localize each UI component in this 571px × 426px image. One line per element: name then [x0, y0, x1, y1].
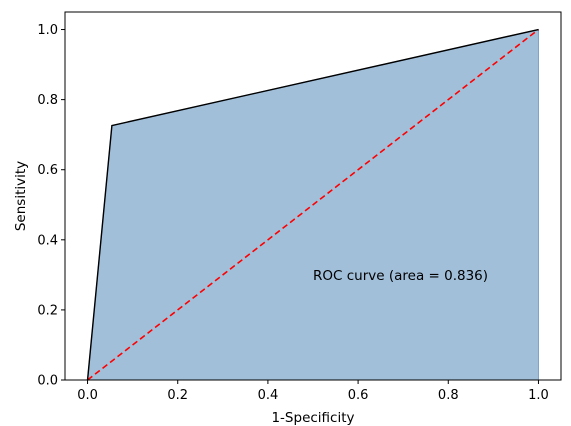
- x-tick-label: 0.2: [167, 388, 188, 403]
- roc-annotation: ROC curve (area = 0.836): [313, 268, 488, 284]
- y-tick-label: 0.2: [37, 303, 58, 318]
- x-tick-label: 1.0: [528, 388, 549, 403]
- y-axis-title: Sensitivity: [13, 161, 29, 231]
- y-tick-label: 1.0: [37, 23, 58, 38]
- y-tick-label: 0.4: [37, 233, 58, 248]
- chance-line: [87, 28, 539, 381]
- axes-border: [64, 11, 562, 381]
- y-tick-label: 0.8: [37, 93, 58, 108]
- roc-curve-line: [86, 28, 539, 381]
- axis-ticks: 0.0 0.2 0.4 0.6 0.8 1.0 0.0 0.2 0.4 0.6 0.8 1.0: [37, 23, 548, 403]
- y-tick-label: 0.6: [37, 163, 58, 178]
- x-tick-label: 0.4: [258, 388, 279, 403]
- plot-area: [86, 28, 539, 381]
- y-tick-label: 0.0: [37, 374, 58, 389]
- x-tick-label: 0.0: [77, 388, 98, 403]
- axes-frame: [64, 11, 562, 381]
- x-axis-title: 1-Specificity: [271, 410, 354, 426]
- x-tick-label: 0.8: [438, 388, 459, 403]
- x-tick-label: 0.6: [348, 388, 369, 403]
